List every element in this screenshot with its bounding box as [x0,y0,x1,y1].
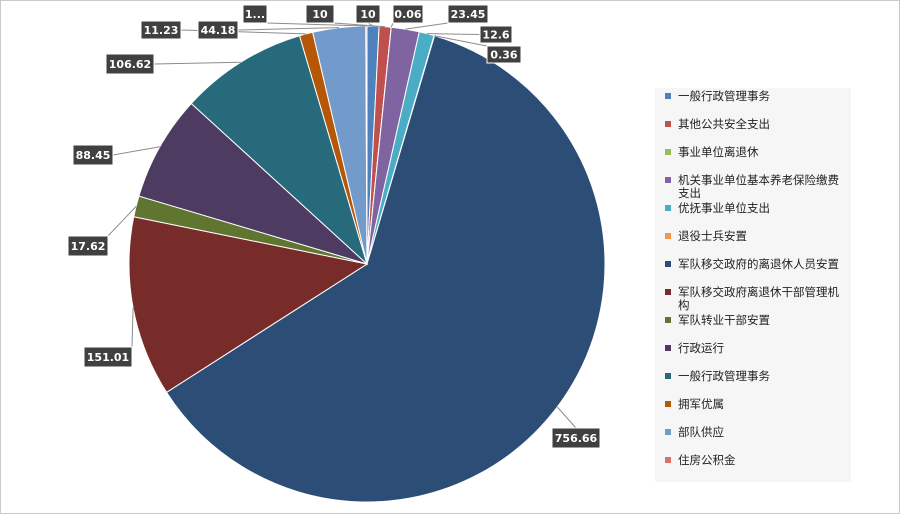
label-leader-line [153,61,241,65]
label-leader-line [112,146,160,156]
data-label-box [242,4,268,24]
pie-slice [138,102,368,265]
label-leader-line [266,22,367,27]
data-label-text: 0.36 [490,49,517,62]
data-label: 17.62 [67,235,109,257]
legend-label: 拥军优属 [678,397,724,411]
pie-slice [128,216,369,394]
data-label: 1... [242,4,268,24]
data-label: 10 [355,4,381,24]
label-leader-line [333,22,386,28]
data-label-box [67,235,109,257]
legend-swatch [665,261,671,267]
label-leader-line [556,406,577,429]
label-leader-line [426,33,481,35]
legend-swatch [665,457,671,463]
legend-swatch [665,401,671,407]
legend-swatch [665,429,671,435]
data-label-text: 756.66 [555,432,598,445]
data-label-text: 11.23 [144,24,179,37]
data-label-box [479,25,513,44]
legend-swatch [665,233,671,239]
data-label-text: 88.45 [76,149,111,162]
pie-slice [165,35,606,503]
data-label-text: 12.6 [482,29,509,42]
data-label-text: 10 [312,8,328,21]
data-label-box [72,144,114,166]
legend-swatch [665,345,671,351]
data-label-text: 151.01 [87,351,129,364]
legend-label: 其他公共安全支出 [678,117,770,131]
data-label-box [551,427,601,449]
data-label: 756.66 [551,427,601,449]
data-label-box [355,4,381,24]
legend-label: 军队移交政府离退休干部管理机构 [678,285,839,312]
data-label-box [486,45,522,64]
legend-swatch [665,93,671,99]
data-label-text: 44.18 [201,24,236,37]
legend-swatch [665,149,671,155]
data-label-text: 1... [245,8,265,21]
data-label-box [140,20,182,40]
legend-label: 部队供应 [678,425,724,439]
data-label: 10 [305,4,335,24]
data-label-box [197,20,239,40]
data-label-box [105,53,155,75]
label-leader-line [237,27,340,31]
legend-label: 住房公积金 [678,453,736,467]
legend-swatch [665,373,671,379]
legend-label: 优抚事业单位支出 [678,201,770,215]
data-label-text: 106.62 [109,58,151,71]
label-leader-line [405,22,449,30]
legend-swatch [665,205,671,211]
label-leader-line [390,22,394,28]
data-label-text: 0.06 [394,8,421,21]
data-label-text: 10 [360,8,376,21]
label-leader-line [107,206,137,237]
label-leader-line [131,307,134,348]
data-label-text: 23.45 [451,8,486,21]
label-leader-line [434,35,488,47]
data-label: 106.62 [105,53,155,75]
legend-label: 一般行政管理事务 [678,89,770,103]
legend-swatch [665,177,671,183]
data-label: 11.23 [140,20,182,40]
legend-label: 一般行政管理事务 [678,369,770,383]
data-label-box [447,4,489,24]
legend-label: 机关事业单位基本养老保险缴费支出 [678,173,839,200]
data-label: 44.18 [197,20,239,40]
data-label: 0.06 [392,4,424,24]
legend-swatch [665,289,671,295]
data-label: 23.45 [447,4,489,24]
legend-label: 军队转业干部安置 [678,313,770,327]
data-label: 12.6 [479,25,513,44]
data-label-box [83,346,133,368]
chart-legend: 一般行政管理事务 其他公共安全支出 事业单位离退休机关事业单位基本养老保险缴费支出优… [655,88,851,482]
data-label: 151.01 [83,346,133,368]
legend-label: 军队移交政府的离退休人员安置 [678,257,839,271]
data-label: 88.45 [72,144,114,166]
legend-label: 退役士兵安置 [678,229,747,243]
legend-label: 行政运行 [678,341,724,355]
pie-slice [190,35,368,266]
data-label-box [305,4,335,24]
legend-swatch [665,317,671,323]
data-label-text: 17.62 [71,240,106,253]
data-label: 0.36 [486,45,522,64]
legend-swatch [665,121,671,127]
data-label-box [392,4,424,24]
legend-label: 事业单位离退休 [678,145,759,159]
